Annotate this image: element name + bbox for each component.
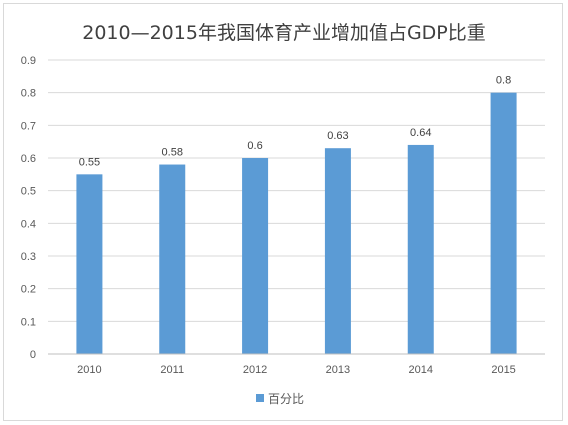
x-tick-label: 2012 [243,364,267,376]
y-tick-label: 0.9 [21,55,36,67]
legend-label: 百分比 [268,392,304,406]
y-tick-label: 0.2 [21,284,36,296]
data-labels: 0.55 0.58 0.6 0.63 0.64 0.8 [79,75,512,169]
y-tick-label: 0 [30,349,36,361]
x-tick-label: 2011 [160,364,184,376]
y-tick-label: 0.5 [21,186,36,198]
bar [76,174,103,354]
x-axis-ticks: 2010 2011 2012 2013 2014 2015 [77,364,516,376]
gridlines [48,59,545,355]
x-tick-label: 2013 [326,364,350,376]
bars [76,92,517,355]
bar [407,144,434,354]
y-axis-ticks: 0 0.1 0.2 0.3 0.4 0.5 0.6 0.7 0.8 0.9 [21,55,36,361]
data-label: 0.63 [327,130,348,142]
bar [242,158,269,354]
data-label: 0.64 [410,127,431,139]
y-tick-label: 0.6 [21,153,36,165]
data-label: 0.8 [496,75,511,87]
y-tick-label: 0.7 [21,120,36,132]
legend-swatch-icon [256,394,264,402]
bar [490,92,517,355]
y-tick-label: 0.4 [21,218,36,230]
chart-title: 2010—2015年我国体育产业增加值占GDP比重 [82,22,486,44]
y-tick-label: 0.1 [21,316,36,328]
x-tick-label: 2010 [77,364,101,376]
legend: 百分比 [256,392,304,406]
data-label: 0.6 [247,140,262,152]
y-tick-label: 0.8 [21,88,36,100]
x-tick-label: 2014 [409,364,433,376]
y-tick-label: 0.3 [21,251,36,263]
data-label: 0.55 [79,156,100,168]
x-tick-label: 2015 [491,364,515,376]
bar [159,164,186,354]
data-label: 0.58 [162,147,183,159]
bar [324,148,351,354]
